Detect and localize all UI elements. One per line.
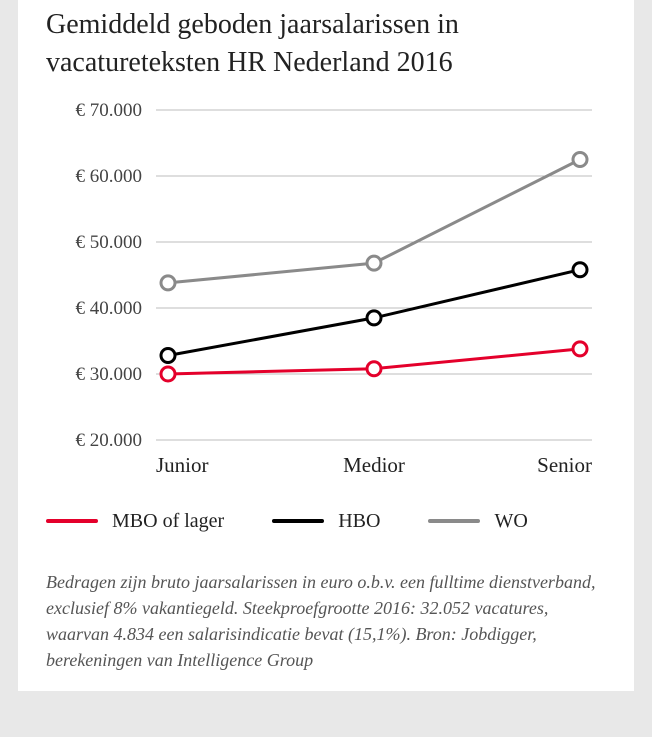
legend-item-hbo: HBO	[272, 510, 380, 533]
chart-title: Gemiddeld geboden jaarsalarissen in vaca…	[18, 0, 634, 92]
marker-wo-0	[161, 276, 175, 290]
line-chart: € 20.000 € 30.000 € 40.000 € 50.000 € 60.000…	[46, 102, 606, 482]
svg-text:€ 30.000: € 30.000	[76, 364, 143, 385]
legend-swatch-wo	[428, 519, 480, 523]
legend-label-hbo: HBO	[338, 510, 380, 533]
legend-label-wo: WO	[494, 510, 527, 533]
svg-text:Senior: Senior	[537, 453, 592, 477]
svg-text:€ 60.000: € 60.000	[76, 166, 143, 187]
chart-card: Gemiddeld geboden jaarsalarissen in vaca…	[18, 0, 634, 691]
marker-wo-2	[573, 152, 587, 166]
marker-mbo-1	[367, 361, 381, 375]
footnote: Bedragen zijn bruto jaarsalarissen in eu…	[18, 539, 634, 673]
marker-wo-1	[367, 256, 381, 270]
legend-swatch-hbo	[272, 519, 324, 523]
svg-text:€ 50.000: € 50.000	[76, 232, 143, 253]
marker-hbo-1	[367, 310, 381, 324]
marker-hbo-0	[161, 348, 175, 362]
svg-text:Junior: Junior	[156, 453, 209, 477]
legend-swatch-mbo	[46, 519, 98, 523]
svg-text:Medior: Medior	[343, 453, 405, 477]
svg-text:€ 70.000: € 70.000	[76, 102, 143, 121]
legend: MBO of lager HBO WO	[18, 482, 634, 539]
svg-text:€ 20.000: € 20.000	[76, 430, 143, 451]
marker-mbo-0	[161, 367, 175, 381]
marker-mbo-2	[573, 342, 587, 356]
marker-hbo-2	[573, 262, 587, 276]
legend-label-mbo: MBO of lager	[112, 510, 224, 533]
svg-text:€ 40.000: € 40.000	[76, 298, 143, 319]
legend-item-mbo: MBO of lager	[46, 510, 224, 533]
legend-item-wo: WO	[428, 510, 527, 533]
